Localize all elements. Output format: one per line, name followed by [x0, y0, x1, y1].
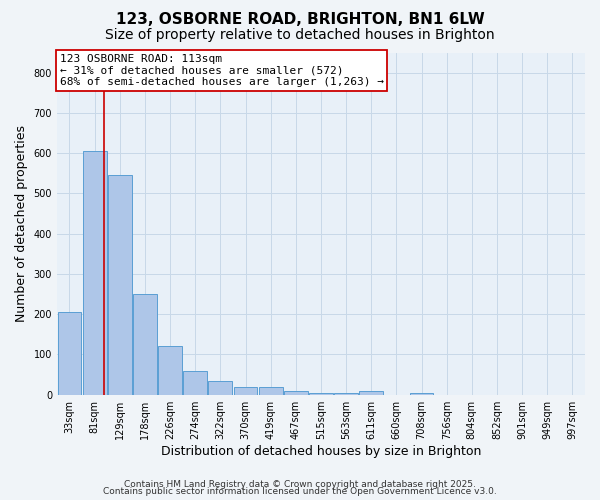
Bar [133, 294, 157, 394]
Bar [359, 390, 383, 394]
Bar [309, 392, 333, 394]
Bar [183, 370, 207, 394]
Bar [284, 390, 308, 394]
Bar [334, 392, 358, 394]
X-axis label: Distribution of detached houses by size in Brighton: Distribution of detached houses by size … [161, 444, 481, 458]
Bar [83, 151, 107, 394]
Text: Contains public sector information licensed under the Open Government Licence v3: Contains public sector information licen… [103, 488, 497, 496]
Text: 123, OSBORNE ROAD, BRIGHTON, BN1 6LW: 123, OSBORNE ROAD, BRIGHTON, BN1 6LW [116, 12, 484, 28]
Text: 123 OSBORNE ROAD: 113sqm
← 31% of detached houses are smaller (572)
68% of semi-: 123 OSBORNE ROAD: 113sqm ← 31% of detach… [59, 54, 383, 88]
Y-axis label: Number of detached properties: Number of detached properties [15, 125, 28, 322]
Bar [233, 388, 257, 394]
Bar [208, 380, 232, 394]
Text: Contains HM Land Registry data © Crown copyright and database right 2025.: Contains HM Land Registry data © Crown c… [124, 480, 476, 489]
Bar [410, 392, 433, 394]
Bar [58, 312, 82, 394]
Text: Size of property relative to detached houses in Brighton: Size of property relative to detached ho… [105, 28, 495, 42]
Bar [108, 176, 132, 394]
Bar [259, 388, 283, 394]
Bar [158, 346, 182, 395]
